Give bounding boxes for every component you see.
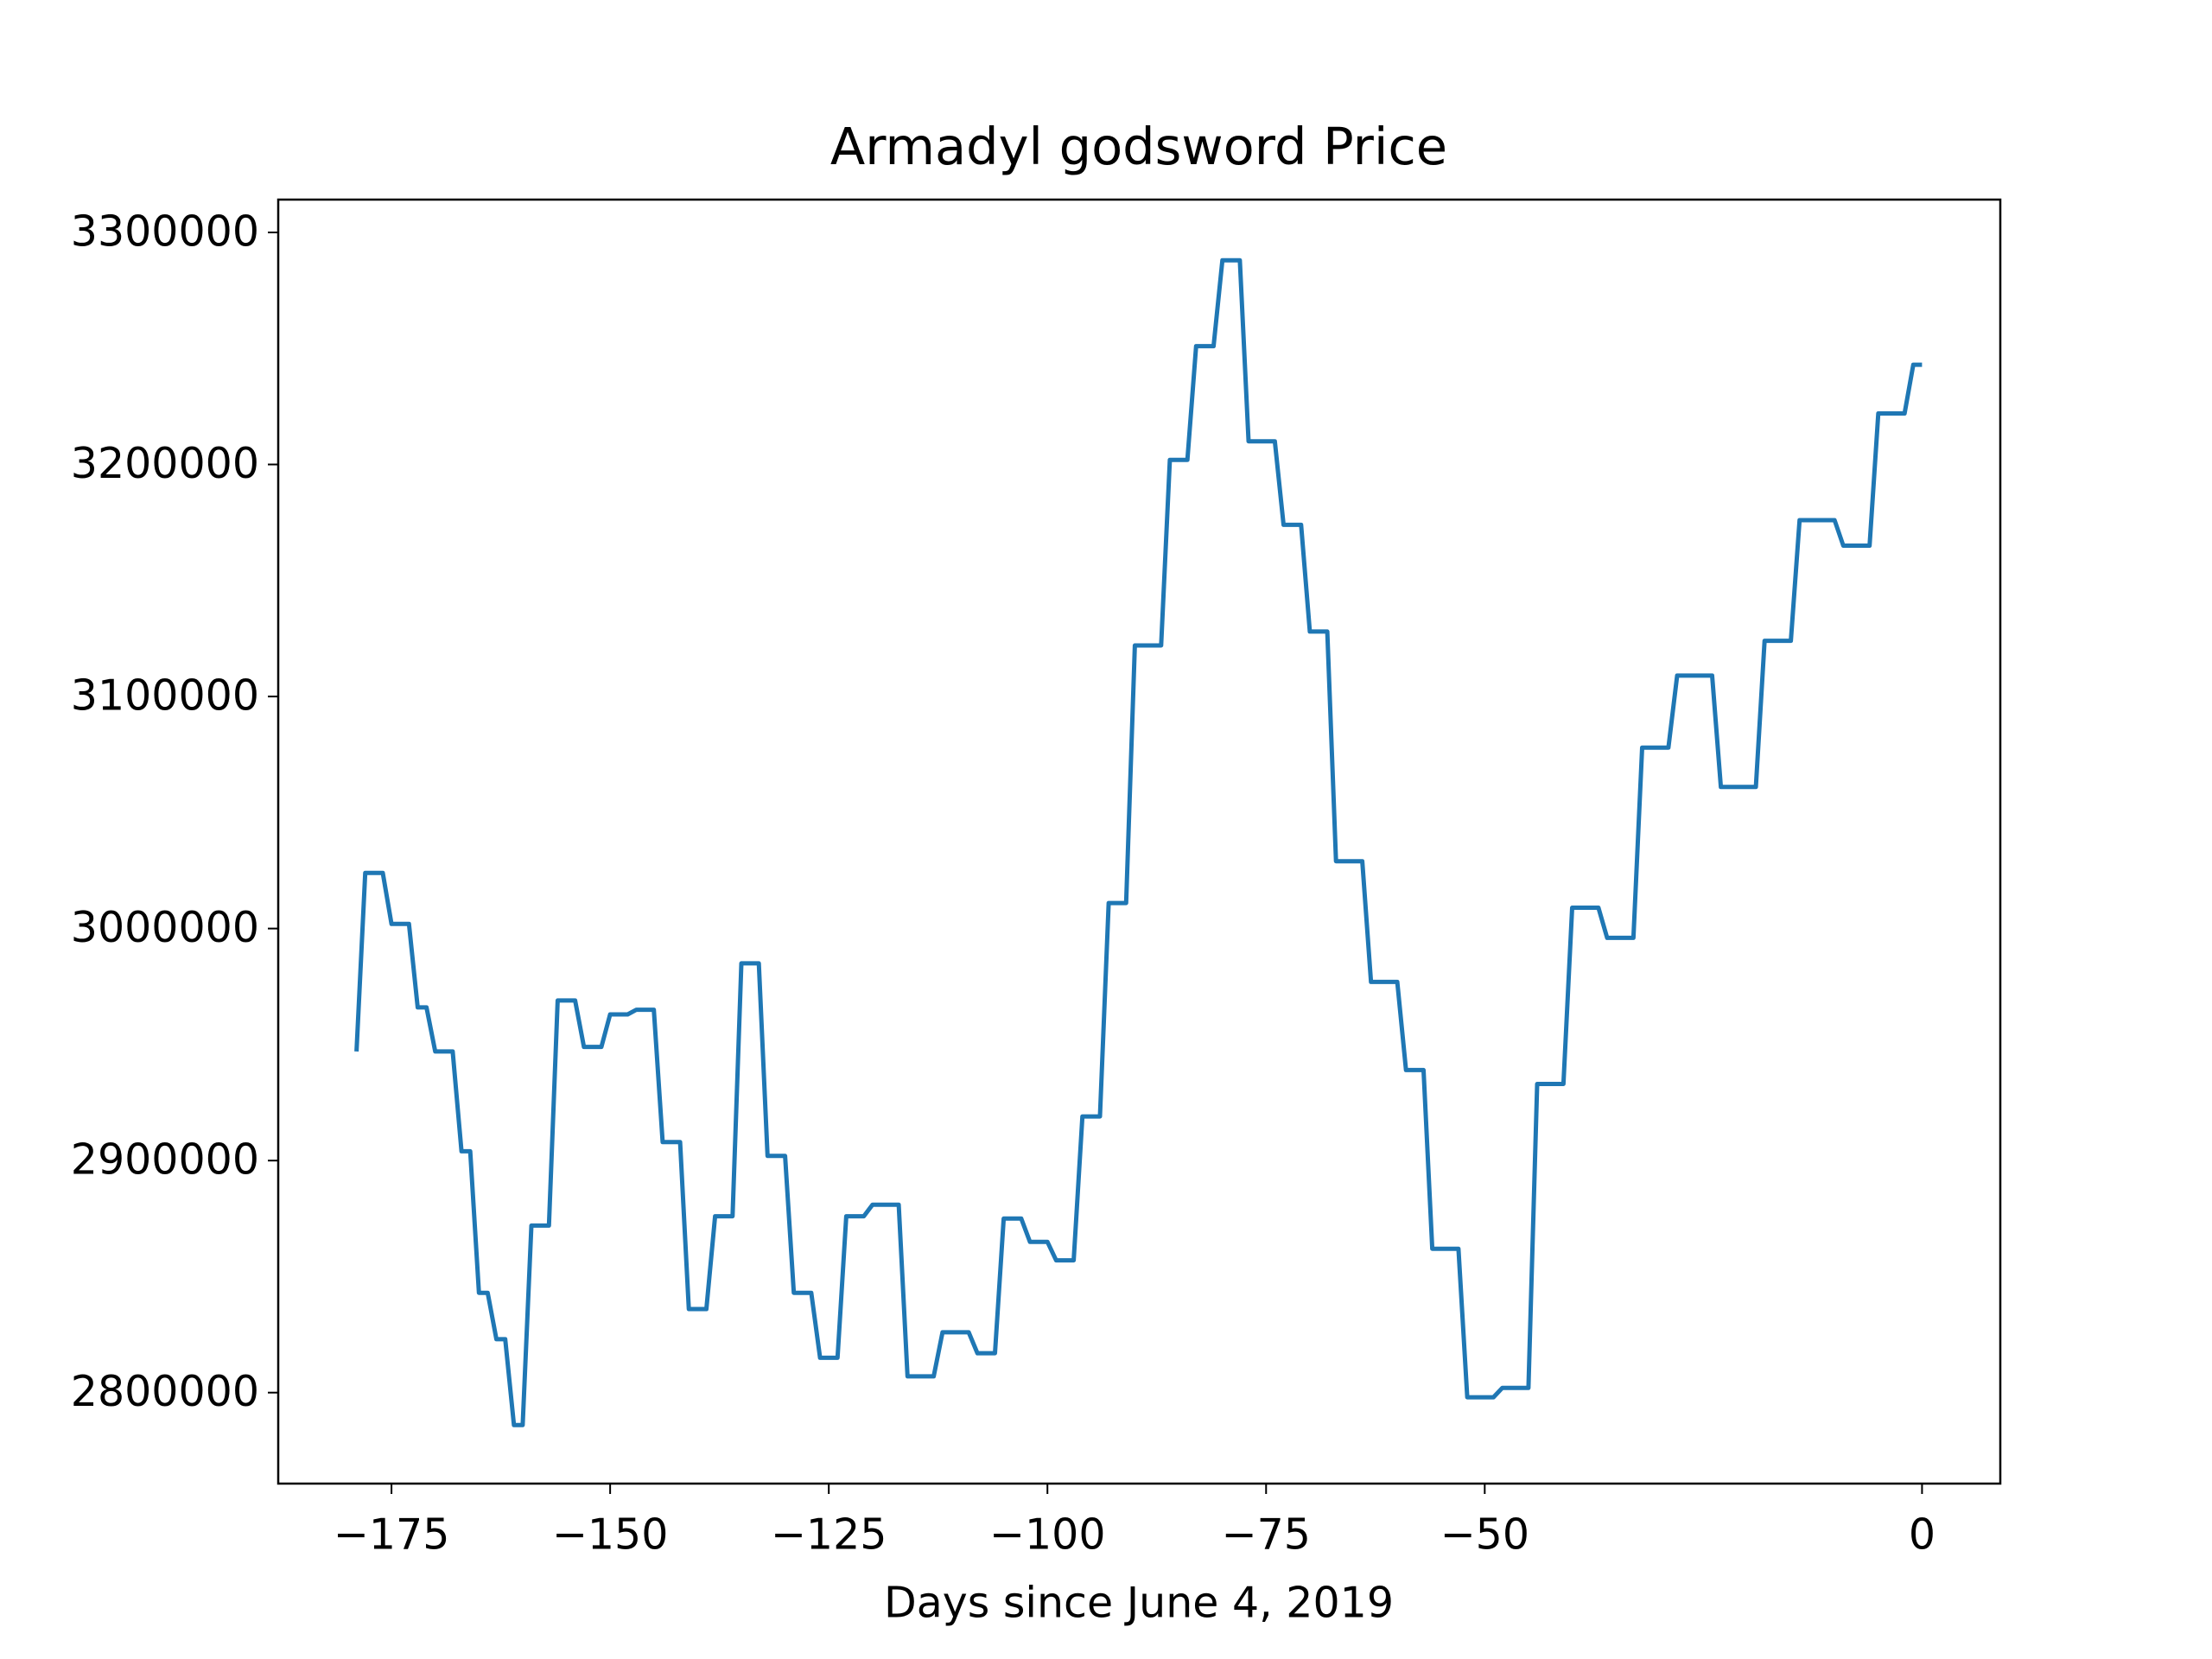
y-tick-label: 3100000 <box>71 671 259 721</box>
x-tick-label: 0 <box>1909 1510 1936 1560</box>
chart-title: Armadyl godsword Price <box>830 117 1447 176</box>
x-tick-label: −100 <box>989 1510 1106 1560</box>
x-axis-label: Days since June 4, 2019 <box>884 1579 1394 1628</box>
x-tick-label: −175 <box>334 1510 450 1560</box>
y-tick-label: 3000000 <box>71 903 259 952</box>
y-tick-label: 2800000 <box>71 1367 259 1416</box>
x-tick-label: −125 <box>771 1510 887 1560</box>
y-tick-label: 3200000 <box>71 439 259 488</box>
x-tick-label: −75 <box>1222 1510 1311 1560</box>
y-tick-label: 2900000 <box>71 1135 259 1185</box>
price-line <box>354 257 1923 1427</box>
y-tick-label: 3300000 <box>71 207 259 256</box>
x-tick-label: −150 <box>552 1510 669 1560</box>
plot-frame <box>276 198 2002 1485</box>
x-tick-label: −50 <box>1440 1510 1529 1560</box>
